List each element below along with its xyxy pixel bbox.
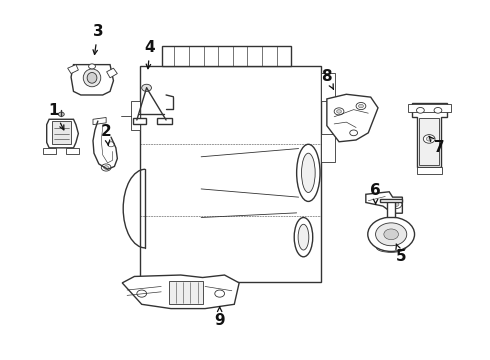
Polygon shape [68, 64, 78, 73]
Circle shape [334, 108, 344, 115]
Polygon shape [66, 148, 79, 154]
Circle shape [359, 104, 364, 108]
Ellipse shape [87, 72, 97, 83]
Ellipse shape [296, 144, 320, 202]
Text: 9: 9 [214, 307, 225, 328]
Polygon shape [107, 68, 117, 78]
Circle shape [390, 200, 402, 208]
Text: 5: 5 [395, 244, 406, 264]
Polygon shape [366, 192, 402, 213]
Text: 7: 7 [429, 136, 444, 156]
Polygon shape [71, 64, 114, 95]
Circle shape [423, 135, 435, 143]
Circle shape [137, 290, 147, 297]
Polygon shape [380, 199, 402, 202]
Polygon shape [387, 202, 395, 217]
Circle shape [142, 84, 151, 91]
Polygon shape [408, 104, 451, 112]
Polygon shape [416, 167, 442, 174]
Text: 3: 3 [93, 24, 103, 54]
Ellipse shape [298, 224, 309, 250]
Polygon shape [93, 117, 106, 125]
Ellipse shape [294, 217, 313, 257]
Text: 1: 1 [49, 103, 64, 130]
Circle shape [101, 164, 111, 171]
Circle shape [416, 108, 424, 113]
Polygon shape [412, 103, 447, 167]
Text: 4: 4 [145, 40, 155, 69]
Polygon shape [320, 134, 335, 162]
Polygon shape [133, 118, 146, 123]
Polygon shape [162, 46, 291, 66]
Polygon shape [47, 119, 78, 148]
Polygon shape [140, 66, 320, 282]
Text: 6: 6 [370, 183, 381, 204]
Polygon shape [122, 275, 239, 309]
Circle shape [337, 110, 342, 113]
Polygon shape [157, 118, 172, 123]
Circle shape [434, 108, 442, 113]
Polygon shape [169, 281, 202, 303]
Circle shape [58, 112, 64, 116]
Ellipse shape [301, 153, 315, 193]
Circle shape [89, 64, 96, 69]
Polygon shape [320, 73, 335, 102]
Circle shape [356, 103, 366, 110]
Polygon shape [327, 94, 378, 142]
Circle shape [350, 130, 358, 136]
Text: 2: 2 [101, 124, 112, 145]
Polygon shape [130, 102, 140, 130]
Circle shape [384, 229, 398, 240]
Polygon shape [43, 148, 56, 154]
Circle shape [104, 166, 109, 169]
Circle shape [215, 290, 224, 297]
Ellipse shape [83, 69, 101, 87]
Polygon shape [419, 118, 440, 165]
Circle shape [393, 202, 399, 206]
Text: 8: 8 [321, 69, 334, 89]
Polygon shape [51, 121, 71, 144]
Circle shape [375, 223, 407, 246]
Circle shape [426, 137, 432, 141]
Circle shape [108, 142, 115, 147]
Circle shape [368, 217, 415, 251]
